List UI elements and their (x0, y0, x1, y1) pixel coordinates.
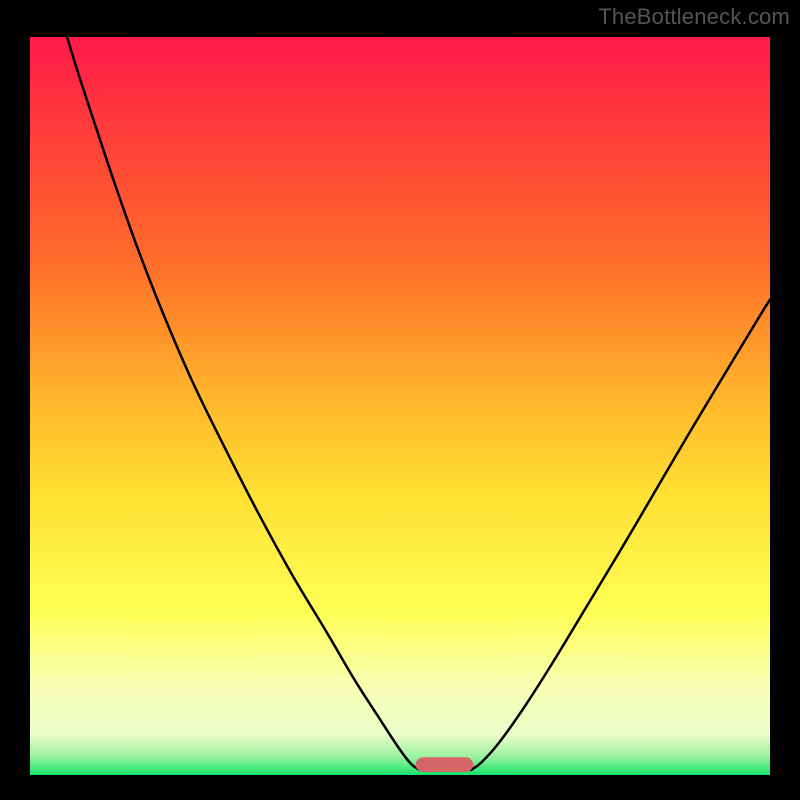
watermark-text: TheBottleneck.com (598, 4, 790, 30)
chart-container: TheBottleneck.com (0, 0, 800, 800)
gradient-plot-area (30, 37, 770, 775)
v-curve-chart (0, 0, 800, 800)
valley-marker (416, 757, 474, 772)
